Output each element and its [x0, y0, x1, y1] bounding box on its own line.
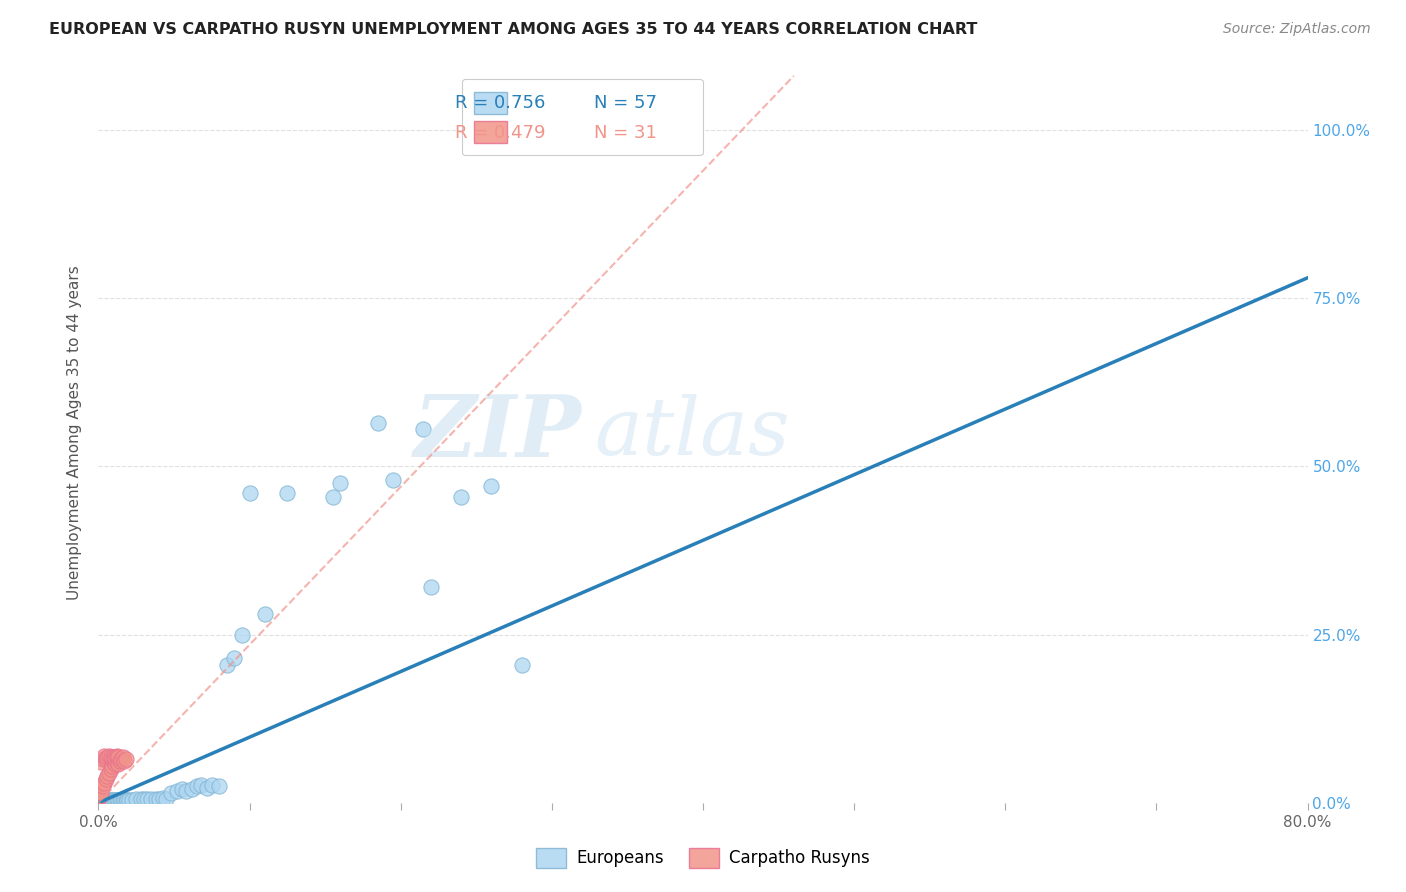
- Point: [329, 476, 352, 491]
- Point: [87, 792, 110, 806]
- Text: N = 31: N = 31: [595, 124, 657, 142]
- Point: [101, 793, 124, 807]
- Point: [135, 792, 157, 806]
- Point: [190, 778, 212, 792]
- Point: [94, 772, 117, 787]
- Point: [382, 473, 405, 487]
- Point: [107, 756, 129, 771]
- Point: [107, 793, 129, 807]
- Point: [94, 752, 117, 766]
- Point: [174, 783, 197, 797]
- Point: [93, 775, 115, 789]
- Point: [100, 750, 122, 764]
- Point: [93, 748, 115, 763]
- Point: [98, 748, 121, 763]
- Point: [239, 486, 262, 500]
- Point: [160, 786, 183, 800]
- Point: [231, 627, 253, 641]
- Point: [115, 793, 138, 807]
- Point: [89, 793, 111, 807]
- Point: [103, 756, 125, 770]
- Point: [104, 756, 127, 771]
- Point: [481, 479, 503, 493]
- Point: [145, 792, 167, 806]
- Point: [105, 793, 128, 807]
- Point: [152, 791, 174, 805]
- Point: [420, 581, 443, 595]
- Text: ZIP: ZIP: [415, 391, 582, 475]
- Point: [276, 486, 298, 500]
- Point: [141, 792, 163, 806]
- Y-axis label: Unemployment Among Ages 35 to 44 years: Unemployment Among Ages 35 to 44 years: [67, 265, 83, 600]
- Point: [125, 792, 148, 806]
- Point: [110, 793, 132, 807]
- Point: [195, 780, 218, 795]
- Text: R = 0.756: R = 0.756: [456, 95, 546, 112]
- Point: [101, 758, 124, 772]
- Point: [108, 793, 131, 807]
- Point: [181, 782, 204, 797]
- Point: [412, 422, 434, 436]
- Text: N = 57: N = 57: [595, 95, 657, 112]
- Point: [132, 792, 155, 806]
- Point: [112, 793, 135, 807]
- Point: [105, 756, 128, 770]
- Text: atlas: atlas: [595, 394, 790, 471]
- Point: [105, 748, 128, 763]
- Point: [93, 792, 115, 806]
- Point: [98, 765, 121, 780]
- Point: [111, 750, 134, 764]
- Point: [90, 792, 112, 806]
- Point: [253, 607, 276, 622]
- Point: [201, 778, 224, 792]
- Point: [91, 779, 114, 793]
- Point: [96, 750, 118, 764]
- Point: [450, 490, 472, 504]
- Point: [224, 651, 246, 665]
- Point: [118, 793, 141, 807]
- Point: [107, 750, 129, 764]
- Point: [322, 490, 344, 504]
- Legend: Europeans, Carpatho Rusyns: Europeans, Carpatho Rusyns: [530, 841, 876, 875]
- Text: Source: ZipAtlas.com: Source: ZipAtlas.com: [1223, 22, 1371, 37]
- Point: [367, 416, 389, 430]
- Point: [91, 752, 114, 766]
- Legend:                               ,                               : ,: [461, 78, 703, 155]
- Point: [114, 752, 136, 766]
- Text: EUROPEAN VS CARPATHO RUSYN UNEMPLOYMENT AMONG AGES 35 TO 44 YEARS CORRELATION CH: EUROPEAN VS CARPATHO RUSYN UNEMPLOYMENT …: [49, 22, 977, 37]
- Point: [94, 793, 117, 807]
- Point: [110, 752, 132, 766]
- Point: [101, 752, 124, 766]
- Point: [103, 793, 125, 807]
- Point: [91, 793, 114, 807]
- Point: [103, 750, 125, 764]
- Point: [155, 792, 177, 806]
- Point: [100, 793, 122, 807]
- Point: [510, 657, 533, 672]
- Point: [114, 793, 136, 807]
- Point: [129, 792, 152, 806]
- Text: R = 0.479: R = 0.479: [456, 124, 546, 142]
- Point: [108, 754, 131, 768]
- Point: [112, 754, 135, 768]
- Point: [98, 793, 121, 807]
- Point: [89, 789, 111, 803]
- Point: [96, 793, 118, 807]
- Point: [104, 752, 127, 766]
- Point: [166, 783, 188, 797]
- Point: [90, 756, 112, 770]
- Point: [186, 779, 208, 793]
- Point: [148, 791, 170, 805]
- Point: [111, 793, 134, 807]
- Point: [87, 793, 110, 807]
- Point: [104, 793, 127, 807]
- Point: [100, 762, 122, 776]
- Point: [170, 782, 193, 797]
- Point: [215, 657, 238, 672]
- Point: [121, 793, 143, 807]
- Point: [96, 769, 118, 783]
- Point: [208, 779, 231, 793]
- Point: [90, 786, 112, 800]
